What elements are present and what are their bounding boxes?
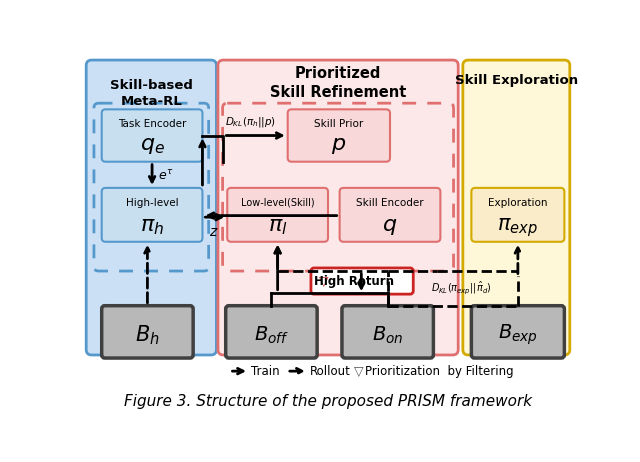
Text: $B_{on}$: $B_{on}$: [372, 324, 403, 346]
FancyBboxPatch shape: [102, 109, 202, 162]
FancyBboxPatch shape: [311, 268, 413, 294]
Text: $e^\tau$: $e^\tau$: [157, 170, 173, 183]
FancyBboxPatch shape: [472, 188, 564, 242]
FancyBboxPatch shape: [226, 306, 317, 358]
FancyBboxPatch shape: [463, 60, 570, 355]
FancyBboxPatch shape: [218, 60, 458, 355]
Text: $\pi_h$: $\pi_h$: [140, 217, 164, 237]
Text: ▽: ▽: [319, 275, 329, 288]
Text: $D_{KL}(\pi_h||p)$: $D_{KL}(\pi_h||p)$: [225, 116, 276, 129]
Text: $q$: $q$: [382, 217, 397, 237]
FancyBboxPatch shape: [102, 306, 193, 358]
Text: Exploration: Exploration: [488, 198, 548, 207]
FancyBboxPatch shape: [86, 60, 216, 355]
Text: Skill Prior: Skill Prior: [314, 119, 364, 129]
Text: Prioritization  by Filtering: Prioritization by Filtering: [365, 365, 514, 377]
Text: High Return: High Return: [314, 275, 394, 288]
FancyBboxPatch shape: [340, 188, 440, 242]
FancyBboxPatch shape: [102, 188, 202, 242]
FancyBboxPatch shape: [472, 306, 564, 358]
Text: $B_{exp}$: $B_{exp}$: [498, 322, 538, 347]
Text: $D_{KL}(\pi_{exp}||\hat{\pi}_d)$: $D_{KL}(\pi_{exp}||\hat{\pi}_d)$: [431, 280, 492, 296]
FancyBboxPatch shape: [288, 109, 390, 162]
FancyBboxPatch shape: [227, 188, 328, 242]
Text: High-level: High-level: [126, 198, 179, 207]
Text: $B_{off}$: $B_{off}$: [254, 324, 289, 346]
Text: $B_h$: $B_h$: [135, 323, 160, 347]
Text: ▽: ▽: [354, 365, 364, 377]
Text: Rollout: Rollout: [310, 365, 351, 377]
Text: $\pi_l$: $\pi_l$: [268, 217, 287, 237]
Text: Train: Train: [252, 365, 280, 377]
Text: Prioritized
Skill Refinement: Prioritized Skill Refinement: [270, 66, 406, 100]
FancyBboxPatch shape: [342, 306, 433, 358]
Text: $p$: $p$: [332, 136, 346, 156]
Text: Figure 3. Structure of the proposed PRISM framework: Figure 3. Structure of the proposed PRIS…: [124, 395, 532, 409]
Text: $\pi_{exp}$: $\pi_{exp}$: [497, 216, 538, 238]
Text: Skill Encoder: Skill Encoder: [356, 198, 424, 207]
Text: Skill Exploration: Skill Exploration: [455, 74, 578, 87]
Text: $q_e$: $q_e$: [140, 136, 164, 156]
Text: Task Encoder: Task Encoder: [118, 119, 186, 129]
Text: Skill-based
Meta-RL: Skill-based Meta-RL: [110, 79, 193, 108]
Text: Low-level(Skill): Low-level(Skill): [241, 198, 314, 207]
Text: $z$: $z$: [209, 225, 219, 239]
